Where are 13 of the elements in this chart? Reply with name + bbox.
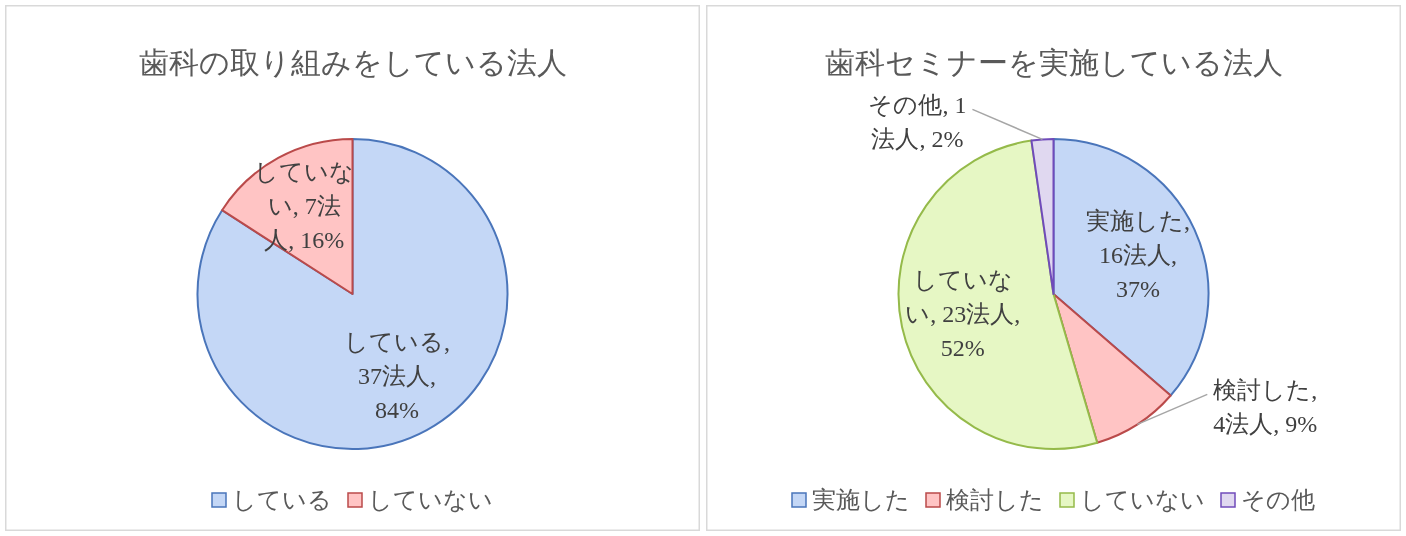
title: 歯科の取り組みをしている法人 (138, 45, 567, 79)
data-label: していない, 23法人, 52% (905, 266, 1021, 361)
data-label: 実施した, 16法人, 37% (1086, 208, 1191, 303)
legend-label: していない (368, 487, 493, 513)
legend-label: その他 (1241, 487, 1315, 513)
legend-label: している (232, 487, 332, 513)
legend-label: していない (1080, 487, 1205, 513)
title: 歯科セミナーを実施している法人 (824, 45, 1283, 79)
data-label: 検討した, 4法人, 9% (1213, 377, 1318, 438)
data-label: その他, 1法人, 2% (868, 92, 967, 153)
data-label: している, 37法人, 84% (344, 328, 451, 423)
legend-label: 実施した (812, 487, 910, 513)
legend-label: 検討した (946, 487, 1044, 513)
